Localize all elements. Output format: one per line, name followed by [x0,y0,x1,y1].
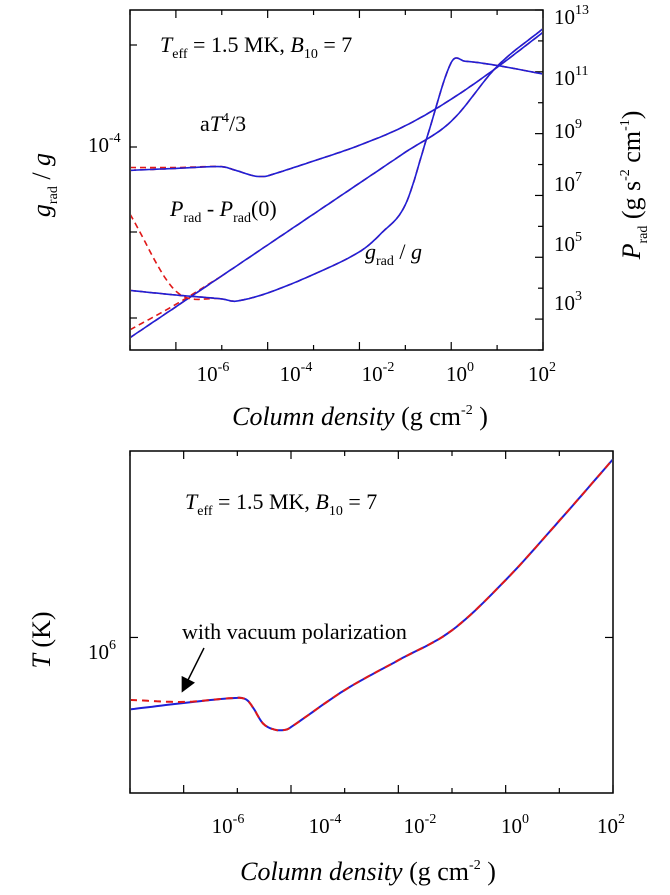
bottom-xtick-1e2: 102 [597,812,625,838]
top-xtick-1e0: 100 [446,360,474,386]
bottom-xtick-1e0: 100 [501,812,529,838]
bottom-ticks [129,451,614,793]
vacuum-polarization-annotation: with vacuum polarization [182,619,407,644]
top-xtick-1e2: 102 [528,360,556,386]
curve-label-grad: grad / g [365,239,422,269]
bottom-inset-label: Teff = 1.5 MK, B10 = 7 [185,489,377,519]
top-ytick-right-1e9: 109 [554,117,582,143]
top-ylabel-left: grad / g [27,153,61,217]
top-series-dashed-start-0 [131,165,236,172]
bottom-plot-frame [129,450,614,794]
top-panel: 10-6 10-4 10-2 100 102 10-4 1013 1011 10… [27,3,651,431]
bottom-ylabel: T (K) [27,611,56,668]
top-series-solid-1 [131,28,542,338]
top-ticks [129,9,544,351]
top-ytick-left-1e-4: 10-4 [88,131,121,157]
bottom-xlabel: Column density (g cm-2 ) [240,857,496,886]
top-xtick-1e-6: 10-6 [197,360,230,386]
top-series-solid-2 [131,57,542,303]
top-curves [131,28,542,338]
top-plot-frame [129,9,544,351]
top-xtick-1e-4: 10-4 [280,360,313,386]
top-ytick-right-1e7: 107 [554,170,582,196]
top-series-dashed-start-2 [131,214,222,301]
bottom-ytick-1e6: 106 [88,638,116,664]
top-xlabel: Column density (g cm-2 ) [232,402,488,431]
bottom-curves [131,458,612,732]
top-series-solid-0 [131,32,542,178]
top-xtick-1e-2: 10-2 [362,360,395,386]
top-ylabel-right: Prad (g s-2 cm-1) [617,111,651,261]
top-series-dashed-start-1 [131,275,223,331]
bottom-xtick-1e-4: 10-4 [309,812,342,838]
top-ytick-right-1e3: 103 [554,289,582,315]
bottom-xtick-1e-6: 10-6 [212,812,245,838]
top-ytick-right-1e11: 1011 [554,64,588,90]
bottom-xtick-1e-2: 10-2 [404,812,437,838]
top-ytick-right-1e13: 1013 [554,3,589,29]
curve-label-aT4: aT4/3 [200,111,246,136]
top-inset-label: Teff = 1.5 MK, B10 = 7 [160,32,352,62]
vacuum-polarization-arrow [181,647,205,693]
curve-label-Prad: Prad - Prad(0) [169,196,277,226]
top-ytick-right-1e5: 105 [554,230,582,256]
bottom-panel: 10-6 10-4 10-2 100 102 106 Column densit… [27,450,625,886]
bottom-series-dashed [131,458,612,732]
top-series-dashed-1 [131,28,542,338]
